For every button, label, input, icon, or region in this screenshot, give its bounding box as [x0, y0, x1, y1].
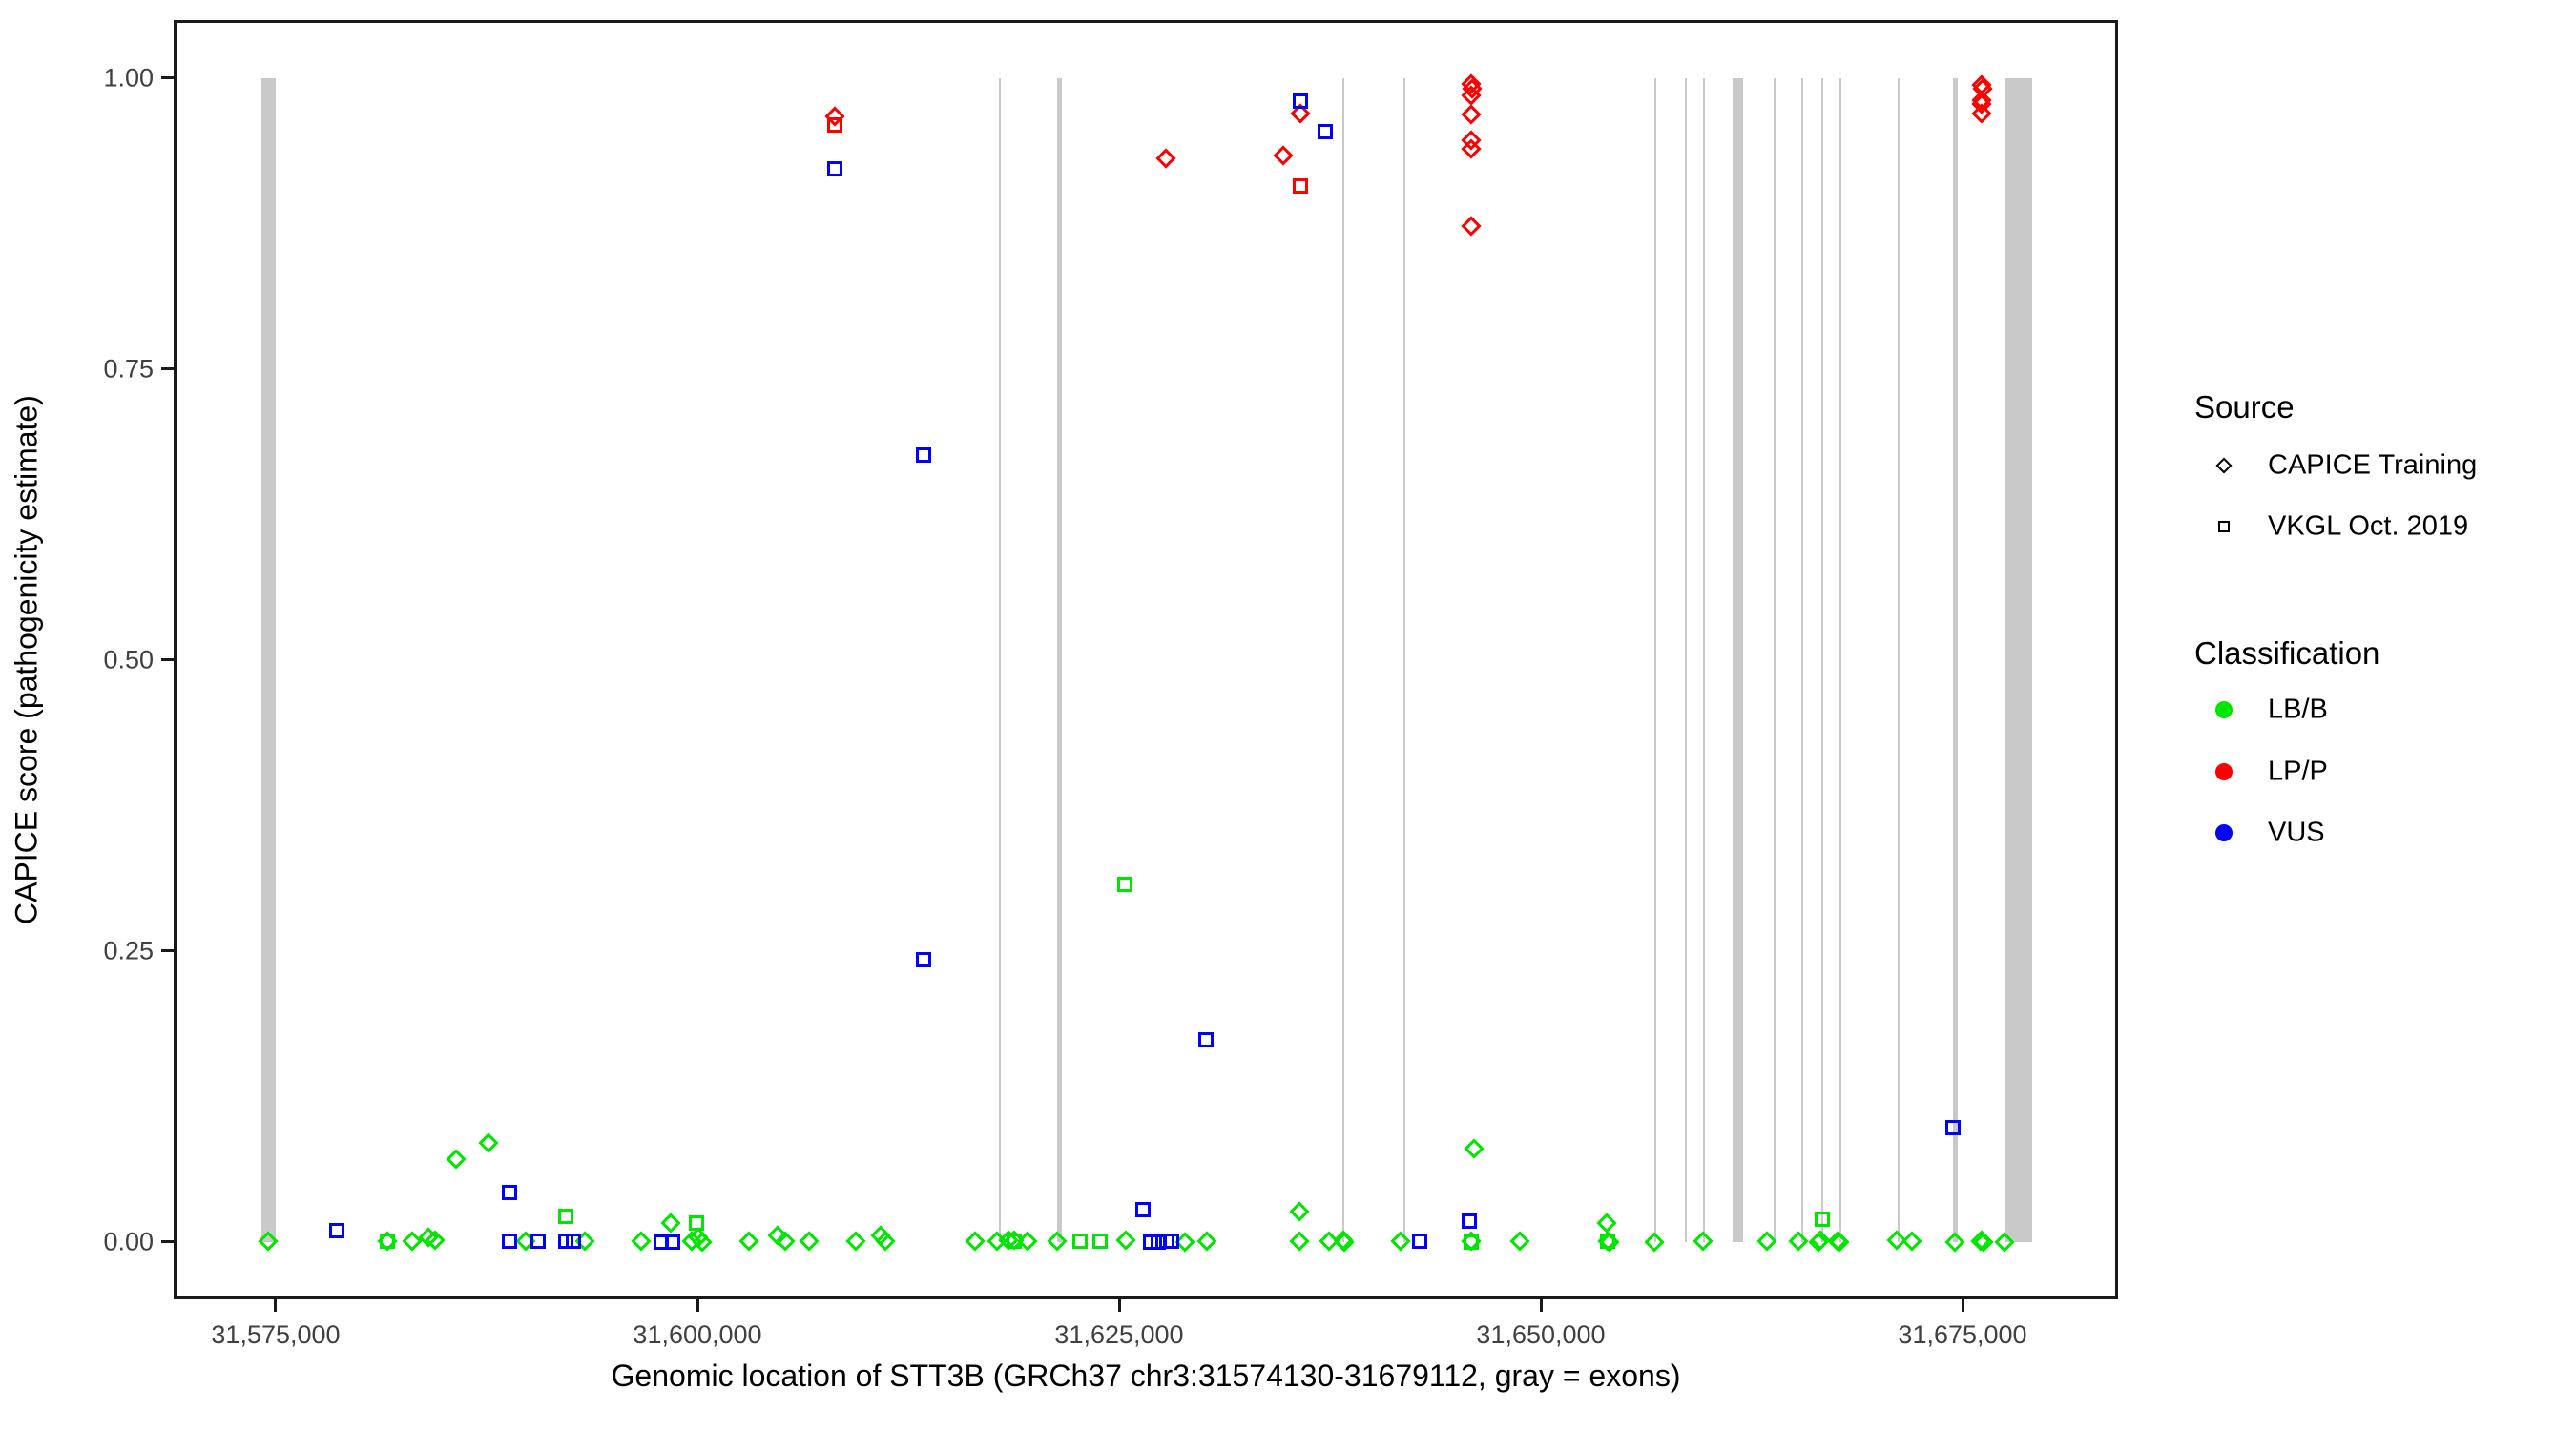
data-point-square-lbb	[1117, 877, 1132, 893]
x-tick-mark	[1961, 1299, 1964, 1312]
x-tick-label: 31,625,000	[1054, 1320, 1184, 1349]
x-tick-label: 31,575,000	[211, 1320, 341, 1349]
data-point-square-vus	[1318, 124, 1334, 140]
data-point-square-vus	[502, 1233, 518, 1249]
x-tick-label: 31,600,000	[633, 1320, 762, 1349]
legend-item-vus: VUS	[2185, 814, 2576, 852]
x-tick-mark	[274, 1299, 278, 1312]
exon-bar	[1952, 77, 1958, 1242]
data-point-square-lbb	[1815, 1211, 1831, 1227]
y-tick-label: 0.75	[103, 354, 154, 384]
legend-item-label: VUS	[2268, 817, 2325, 848]
legend-item-lpp: LP/P	[2185, 753, 2576, 791]
y-tick-mark	[161, 658, 174, 662]
y-tick-label: 0.50	[103, 645, 154, 674]
data-point-square-vus	[502, 1184, 518, 1200]
legend-item-vkgl: VKGL Oct. 2019	[2185, 508, 2576, 546]
data-point-square-lbb	[1092, 1233, 1109, 1249]
y-tick-label: 0.00	[103, 1227, 154, 1256]
legend-item-label: LB/B	[2268, 694, 2328, 725]
y-tick-mark	[161, 367, 174, 371]
data-point-square-vus	[665, 1234, 680, 1250]
data-point-square-lbb	[557, 1209, 573, 1225]
legend-source-title: Source	[2194, 389, 2295, 425]
data-point-square-vus	[1944, 1120, 1961, 1136]
data-point-square-lbb	[380, 1233, 396, 1249]
legend: Source CAPICE Training VKGL Oct. 2019 Cl…	[2185, 0, 2576, 1431]
legend-item-lbb: LB/B	[2185, 691, 2576, 729]
x-tick-mark	[696, 1299, 699, 1312]
x-tick-mark	[1117, 1299, 1121, 1312]
data-point-square-vus	[557, 1233, 573, 1249]
data-point-square-vus	[1134, 1201, 1151, 1217]
exon-bar	[1056, 77, 1063, 1242]
data-point-square-lbb	[1007, 1233, 1023, 1249]
x-tick-label: 31,650,000	[1476, 1320, 1606, 1349]
exon-bar	[1820, 77, 1823, 1242]
data-point-square-vus	[1462, 1213, 1478, 1230]
data-point-square-vus	[826, 161, 842, 177]
data-point-square-lbb	[688, 1215, 704, 1232]
y-tick-label: 0.25	[103, 936, 154, 965]
exon-bar	[261, 77, 276, 1242]
y-tick-mark	[161, 949, 174, 953]
exon-bar	[1402, 77, 1406, 1242]
exon-bar	[1653, 77, 1656, 1242]
data-point-square-vus	[1412, 1233, 1428, 1249]
legend-classification-title: Classification	[2194, 635, 2380, 671]
x-tick-label: 31,675,000	[1898, 1320, 2027, 1349]
data-point-square-vus	[1293, 93, 1309, 110]
exon-bar	[1839, 77, 1841, 1242]
data-point-square-vus	[566, 1233, 582, 1249]
legend-item-label: CAPICE Training	[2268, 449, 2478, 481]
diamond-marker-icon	[2215, 457, 2233, 474]
data-point-square-lbb	[1600, 1233, 1616, 1249]
plot-panel	[174, 20, 2118, 1299]
data-point-square-lpp	[826, 116, 842, 133]
square-marker-icon	[2218, 521, 2230, 532]
y-tick-label: 1.00	[103, 63, 154, 93]
y-tick-mark	[161, 1240, 174, 1244]
exon-bar	[2005, 77, 2032, 1242]
legend-item-label: VKGL Oct. 2019	[2268, 510, 2469, 542]
exon-bar	[1800, 77, 1803, 1242]
data-point-square-vus	[530, 1233, 547, 1249]
data-point-square-vus	[1163, 1233, 1179, 1249]
data-point-square-lbb	[1071, 1233, 1088, 1249]
lbb-color-dot-icon	[2215, 701, 2233, 718]
exon-bar	[1732, 77, 1743, 1242]
legend-item-label: LP/P	[2268, 756, 2328, 787]
data-point-square-vus	[915, 447, 931, 464]
data-point-square-vus	[915, 951, 931, 967]
y-tick-mark	[161, 76, 174, 80]
exon-bar	[998, 77, 1002, 1242]
vus-color-dot-icon	[2215, 824, 2233, 841]
exon-bar	[1897, 77, 1900, 1242]
data-point-square-lbb	[1463, 1234, 1479, 1250]
data-point-square-vus	[1198, 1031, 1215, 1047]
x-tick-mark	[1539, 1299, 1543, 1312]
exon-bar	[1773, 77, 1776, 1242]
legend-item-capice-training: CAPICE Training	[2185, 446, 2576, 485]
exon-bar	[1684, 77, 1687, 1242]
exon-bar	[1341, 77, 1345, 1242]
lpp-color-dot-icon	[2215, 763, 2233, 780]
data-point-square-vus	[329, 1222, 344, 1238]
x-axis-title: Genomic location of STT3B (GRCh37 chr3:3…	[611, 1358, 1681, 1393]
exon-bar	[1702, 77, 1706, 1242]
data-point-square-lpp	[1293, 178, 1309, 195]
